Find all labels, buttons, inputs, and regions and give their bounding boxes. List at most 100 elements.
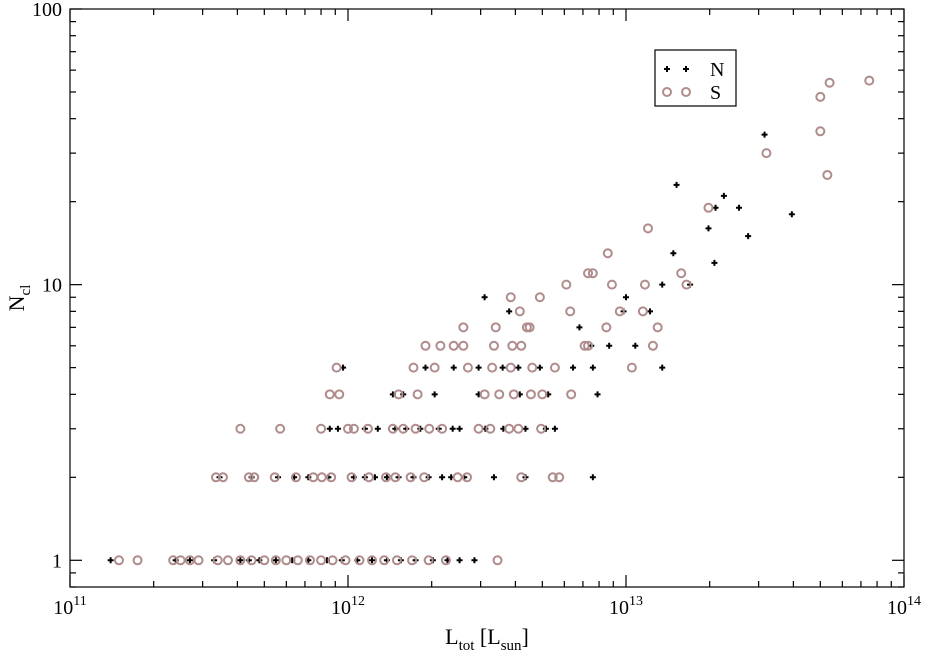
point-s xyxy=(407,555,418,566)
point-s xyxy=(305,555,316,566)
point-s xyxy=(346,472,357,483)
point-s xyxy=(490,322,501,333)
point-s xyxy=(429,362,440,373)
point-s xyxy=(424,423,435,434)
point-s xyxy=(637,306,648,317)
point-s xyxy=(458,322,469,333)
point-s xyxy=(193,555,204,566)
point-s xyxy=(534,292,545,303)
point-s xyxy=(175,555,186,566)
point-n xyxy=(659,364,666,371)
point-s xyxy=(527,362,538,373)
point-s xyxy=(587,268,598,279)
point-s xyxy=(864,75,875,86)
point-s xyxy=(410,423,421,434)
point-n xyxy=(670,250,677,257)
point-s xyxy=(379,555,390,566)
point-s xyxy=(249,472,260,483)
point-n xyxy=(490,474,497,481)
point-s xyxy=(643,223,654,234)
point-s xyxy=(334,389,345,400)
point-s xyxy=(565,306,576,317)
point-n xyxy=(712,204,719,211)
y-axis-title: Ncl xyxy=(4,285,34,312)
point-n xyxy=(589,474,596,481)
point-s xyxy=(614,306,625,317)
point-n xyxy=(673,181,680,188)
point-n xyxy=(471,557,478,564)
point-n xyxy=(522,425,529,432)
point-s xyxy=(606,279,617,290)
point-n xyxy=(576,324,583,331)
point-s xyxy=(514,306,525,317)
point-s xyxy=(423,555,434,566)
point-s xyxy=(513,423,524,434)
point-n xyxy=(186,557,193,564)
point-s xyxy=(547,472,558,483)
point-s xyxy=(398,423,409,434)
point-s xyxy=(824,77,835,88)
point-s xyxy=(487,362,498,373)
point-n xyxy=(272,557,279,564)
point-n xyxy=(456,425,463,432)
point-n xyxy=(761,131,768,138)
legend: N S xyxy=(654,49,737,107)
point-s xyxy=(412,389,423,400)
legend-marker-s xyxy=(662,87,691,97)
point-n xyxy=(594,391,601,398)
point-s xyxy=(212,555,223,566)
point-s xyxy=(419,472,430,483)
x-tick-label: 1014 xyxy=(887,594,921,619)
point-s xyxy=(440,555,451,566)
point-s xyxy=(626,362,637,373)
point-s xyxy=(583,268,594,279)
point-s xyxy=(647,340,658,351)
point-s xyxy=(537,389,548,400)
point-s xyxy=(479,389,490,400)
point-n xyxy=(369,557,376,564)
point-s xyxy=(639,279,650,290)
point-s xyxy=(381,472,392,483)
point-n xyxy=(536,364,543,371)
point-n xyxy=(431,391,438,398)
point-s xyxy=(281,555,292,566)
point-n xyxy=(383,474,390,481)
point-s xyxy=(452,472,463,483)
point-n xyxy=(374,425,381,432)
y-tick-label: 1 xyxy=(52,550,62,572)
point-s xyxy=(676,268,687,279)
point-n xyxy=(506,308,513,315)
point-n xyxy=(475,364,482,371)
legend-label-n: N xyxy=(710,59,724,81)
point-s xyxy=(462,362,473,373)
point-n xyxy=(705,225,712,232)
point-n xyxy=(551,425,558,432)
point-s xyxy=(367,555,378,566)
point-s xyxy=(354,555,365,566)
point-s xyxy=(554,472,565,483)
point-s xyxy=(494,389,505,400)
point-n xyxy=(237,557,244,564)
point-s xyxy=(815,91,826,102)
point-s xyxy=(462,472,473,483)
x-tick-label: 1013 xyxy=(609,594,643,619)
point-s xyxy=(583,340,594,351)
legend-label-s: S xyxy=(710,82,721,104)
point-s xyxy=(485,423,496,434)
x-tick-label: 1012 xyxy=(331,594,365,619)
point-n xyxy=(606,342,613,349)
point-s xyxy=(504,423,515,434)
point-s xyxy=(259,555,270,566)
point-s xyxy=(822,169,833,180)
point-s xyxy=(348,423,359,434)
point-n xyxy=(632,342,639,349)
point-s xyxy=(405,472,416,483)
point-n xyxy=(570,364,577,371)
plot-frame xyxy=(69,8,905,588)
point-n xyxy=(711,259,718,266)
x-axis-title: Ltot [Lsun] xyxy=(445,624,529,654)
point-s xyxy=(362,423,373,434)
point-n xyxy=(456,557,463,564)
point-n xyxy=(720,192,727,199)
